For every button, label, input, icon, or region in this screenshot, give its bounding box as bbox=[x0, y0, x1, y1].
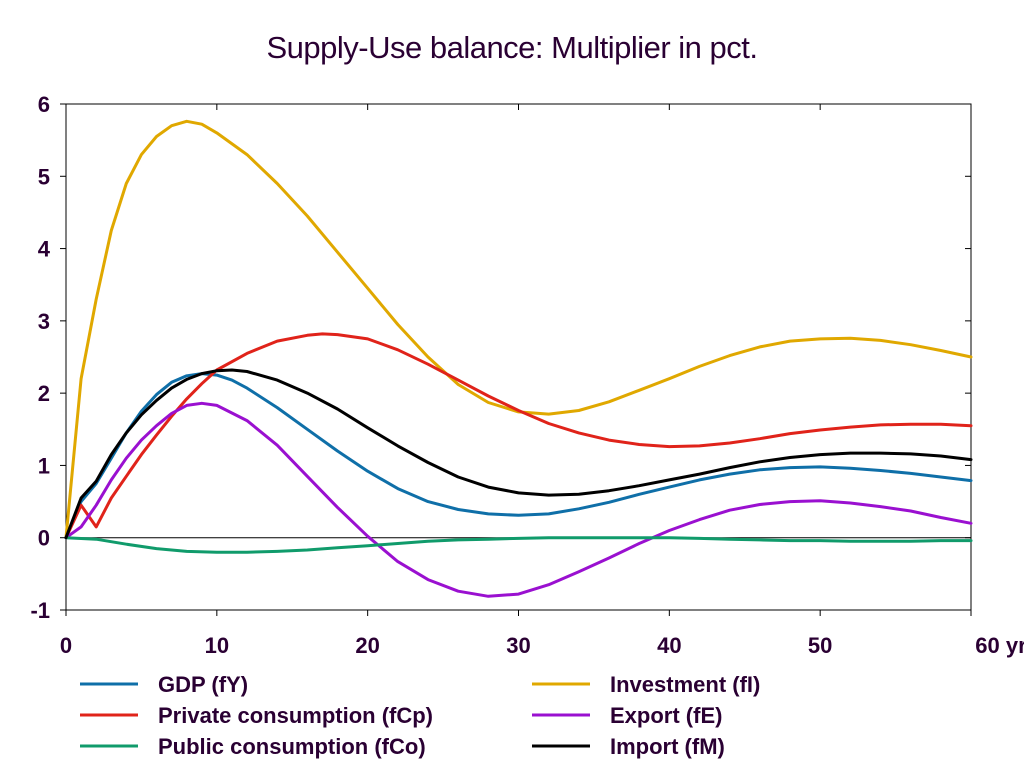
x-tick-label: 40 bbox=[657, 633, 681, 658]
x-tick-label: 10 bbox=[205, 633, 229, 658]
x-tick-label: 20 bbox=[355, 633, 379, 658]
y-tick-label: 0 bbox=[38, 526, 50, 551]
series-line-export-fe bbox=[64, 401, 973, 598]
series-line-import-fm bbox=[64, 368, 973, 540]
y-tick-label: 3 bbox=[38, 309, 50, 334]
plot-border bbox=[65, 103, 972, 611]
legend-label-private-consumption-fcp: Private consumption (fCp) bbox=[158, 703, 433, 728]
legend: GDP (fY) Investment (fI) Private consumpti… bbox=[80, 672, 760, 759]
series-line-gdp-fy bbox=[64, 372, 973, 540]
x-tick-label: 0 bbox=[60, 633, 72, 658]
plot-frame bbox=[65, 103, 972, 611]
y-tick-label: 2 bbox=[38, 381, 50, 406]
y-tick-label: 5 bbox=[38, 164, 50, 189]
x-axis-ticks: 0 10 20 30 40 50 60 yr bbox=[60, 104, 1024, 658]
x-tick-label: 60 yr bbox=[975, 633, 1024, 658]
legend-label-export-fe: Export (fE) bbox=[610, 703, 722, 728]
legend-label-import-fm: Import (fM) bbox=[610, 734, 725, 759]
y-tick-label: 4 bbox=[38, 237, 51, 262]
x-tick-label: 50 bbox=[808, 633, 832, 658]
series-line-public-consumption-fco bbox=[64, 536, 973, 554]
legend-label-investment-fi: Investment (fI) bbox=[610, 672, 760, 697]
legend-label-gdp-fy: GDP (fY) bbox=[158, 672, 248, 697]
x-tick-label: 30 bbox=[506, 633, 530, 658]
y-tick-label: 6 bbox=[38, 92, 50, 117]
y-tick-label: 1 bbox=[38, 453, 50, 478]
legend-label-public-consumption-fco: Public consumption (fCo) bbox=[158, 734, 426, 759]
series-layer bbox=[64, 119, 973, 598]
series-line-private-consumption-fcp bbox=[64, 332, 973, 540]
y-tick-label: -1 bbox=[30, 598, 50, 623]
series-line-investment-fi bbox=[64, 119, 973, 540]
chart-title: Supply-Use balance: Multiplier in pct. bbox=[266, 30, 758, 65]
y-axis-ticks: -1 0 1 2 3 4 5 6 bbox=[30, 92, 971, 623]
